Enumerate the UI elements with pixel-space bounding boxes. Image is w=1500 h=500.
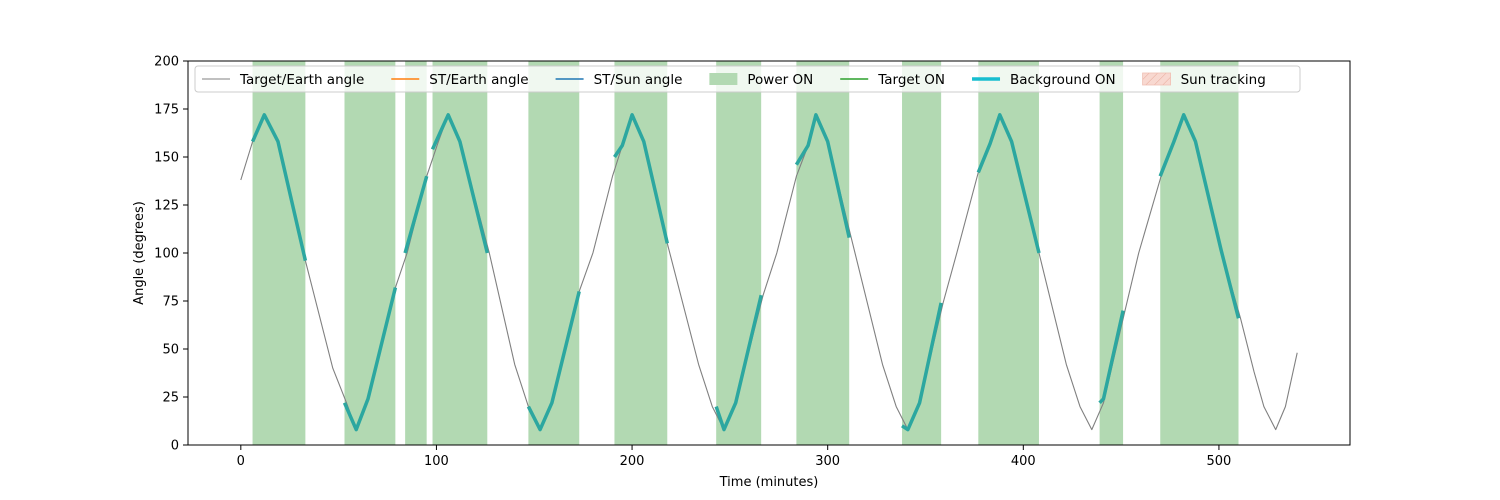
- target-earth-angle-line: [240, 114, 1298, 431]
- legend-item: ST/Earth angle: [391, 72, 529, 88]
- x-tick-label: 0: [237, 454, 245, 469]
- background-on-segment: [901, 302, 943, 432]
- x-tick-label: 200: [620, 454, 645, 469]
- y-tick-label: 200: [154, 55, 179, 70]
- y-axis-ticks: 0 25 50 75 100 125 150 175 200: [154, 55, 188, 454]
- power-on-span: [252, 61, 306, 445]
- power-on-span: [344, 61, 396, 445]
- y-tick-label: 50: [162, 343, 179, 358]
- power-on-spans: [252, 61, 1239, 445]
- power-on-span: [978, 61, 1039, 445]
- x-tick-label: 500: [1207, 454, 1232, 469]
- power-on-span: [796, 61, 850, 445]
- y-tick-label: 100: [154, 247, 179, 262]
- legend-frame: [194, 65, 1301, 93]
- power-on-span: [902, 61, 942, 445]
- y-axis-label: Angle (degrees): [132, 201, 147, 305]
- power-on-span: [528, 61, 580, 445]
- legend-item: Background ON: [972, 72, 1116, 88]
- legend-label: Target ON: [877, 72, 945, 88]
- power-on-span: [614, 61, 668, 445]
- y-tick-label: 0: [171, 439, 179, 454]
- background-on-segment: [250, 113, 308, 262]
- legend-label: Power ON: [747, 72, 813, 88]
- background-on-segment: [342, 287, 398, 432]
- background-on-segment: [976, 113, 1041, 254]
- legend-item: Power ON: [709, 72, 813, 88]
- legend-swatch: [709, 73, 738, 85]
- y-tick-label: 75: [162, 295, 179, 310]
- y-tick-label: 25: [162, 391, 179, 406]
- background-on-segment: [613, 113, 670, 244]
- y-tick-label: 125: [154, 199, 179, 214]
- legend-swatch: [1142, 72, 1171, 86]
- y-tick-label: 175: [154, 103, 179, 118]
- x-tick-label: 300: [815, 454, 840, 469]
- legend-label: ST/Earth angle: [429, 72, 528, 88]
- series-lines: [240, 113, 1298, 432]
- legend-label: ST/Sun angle: [594, 72, 683, 88]
- legend-item: Target/Earth angle: [202, 72, 364, 88]
- legend-item: Target ON: [840, 72, 945, 88]
- power-on-span: [1099, 61, 1124, 445]
- power-on-span: [432, 61, 488, 445]
- power-on-span: [1160, 61, 1239, 445]
- background-on-segment: [714, 294, 763, 432]
- x-tick-label: 400: [1011, 454, 1036, 469]
- legend-item: Sun tracking: [1142, 72, 1266, 88]
- background-on-segment: [526, 290, 581, 432]
- background-on-segment: [403, 175, 429, 254]
- x-axis-label: Time (minutes): [719, 475, 819, 490]
- background-on-segment: [794, 113, 851, 238]
- x-axis-ticks: 0 100 200 300 400 500: [237, 445, 1232, 469]
- y-tick-label: 150: [154, 151, 179, 166]
- power-on-span: [716, 61, 762, 445]
- legend: Target/Earth angle ST/Earth angle ST/Sun a…: [194, 65, 1301, 93]
- legend-label: Target/Earth angle: [239, 72, 364, 88]
- x-tick-label: 100: [424, 454, 449, 469]
- background-on-segment: [1098, 310, 1125, 405]
- power-on-span: [405, 61, 427, 445]
- legend-label: Sun tracking: [1181, 72, 1266, 88]
- legend-label: Background ON: [1010, 72, 1116, 88]
- background-on-segment: [430, 113, 489, 254]
- legend-item: ST/Sun angle: [555, 72, 683, 88]
- background-on-segment: [1158, 113, 1241, 319]
